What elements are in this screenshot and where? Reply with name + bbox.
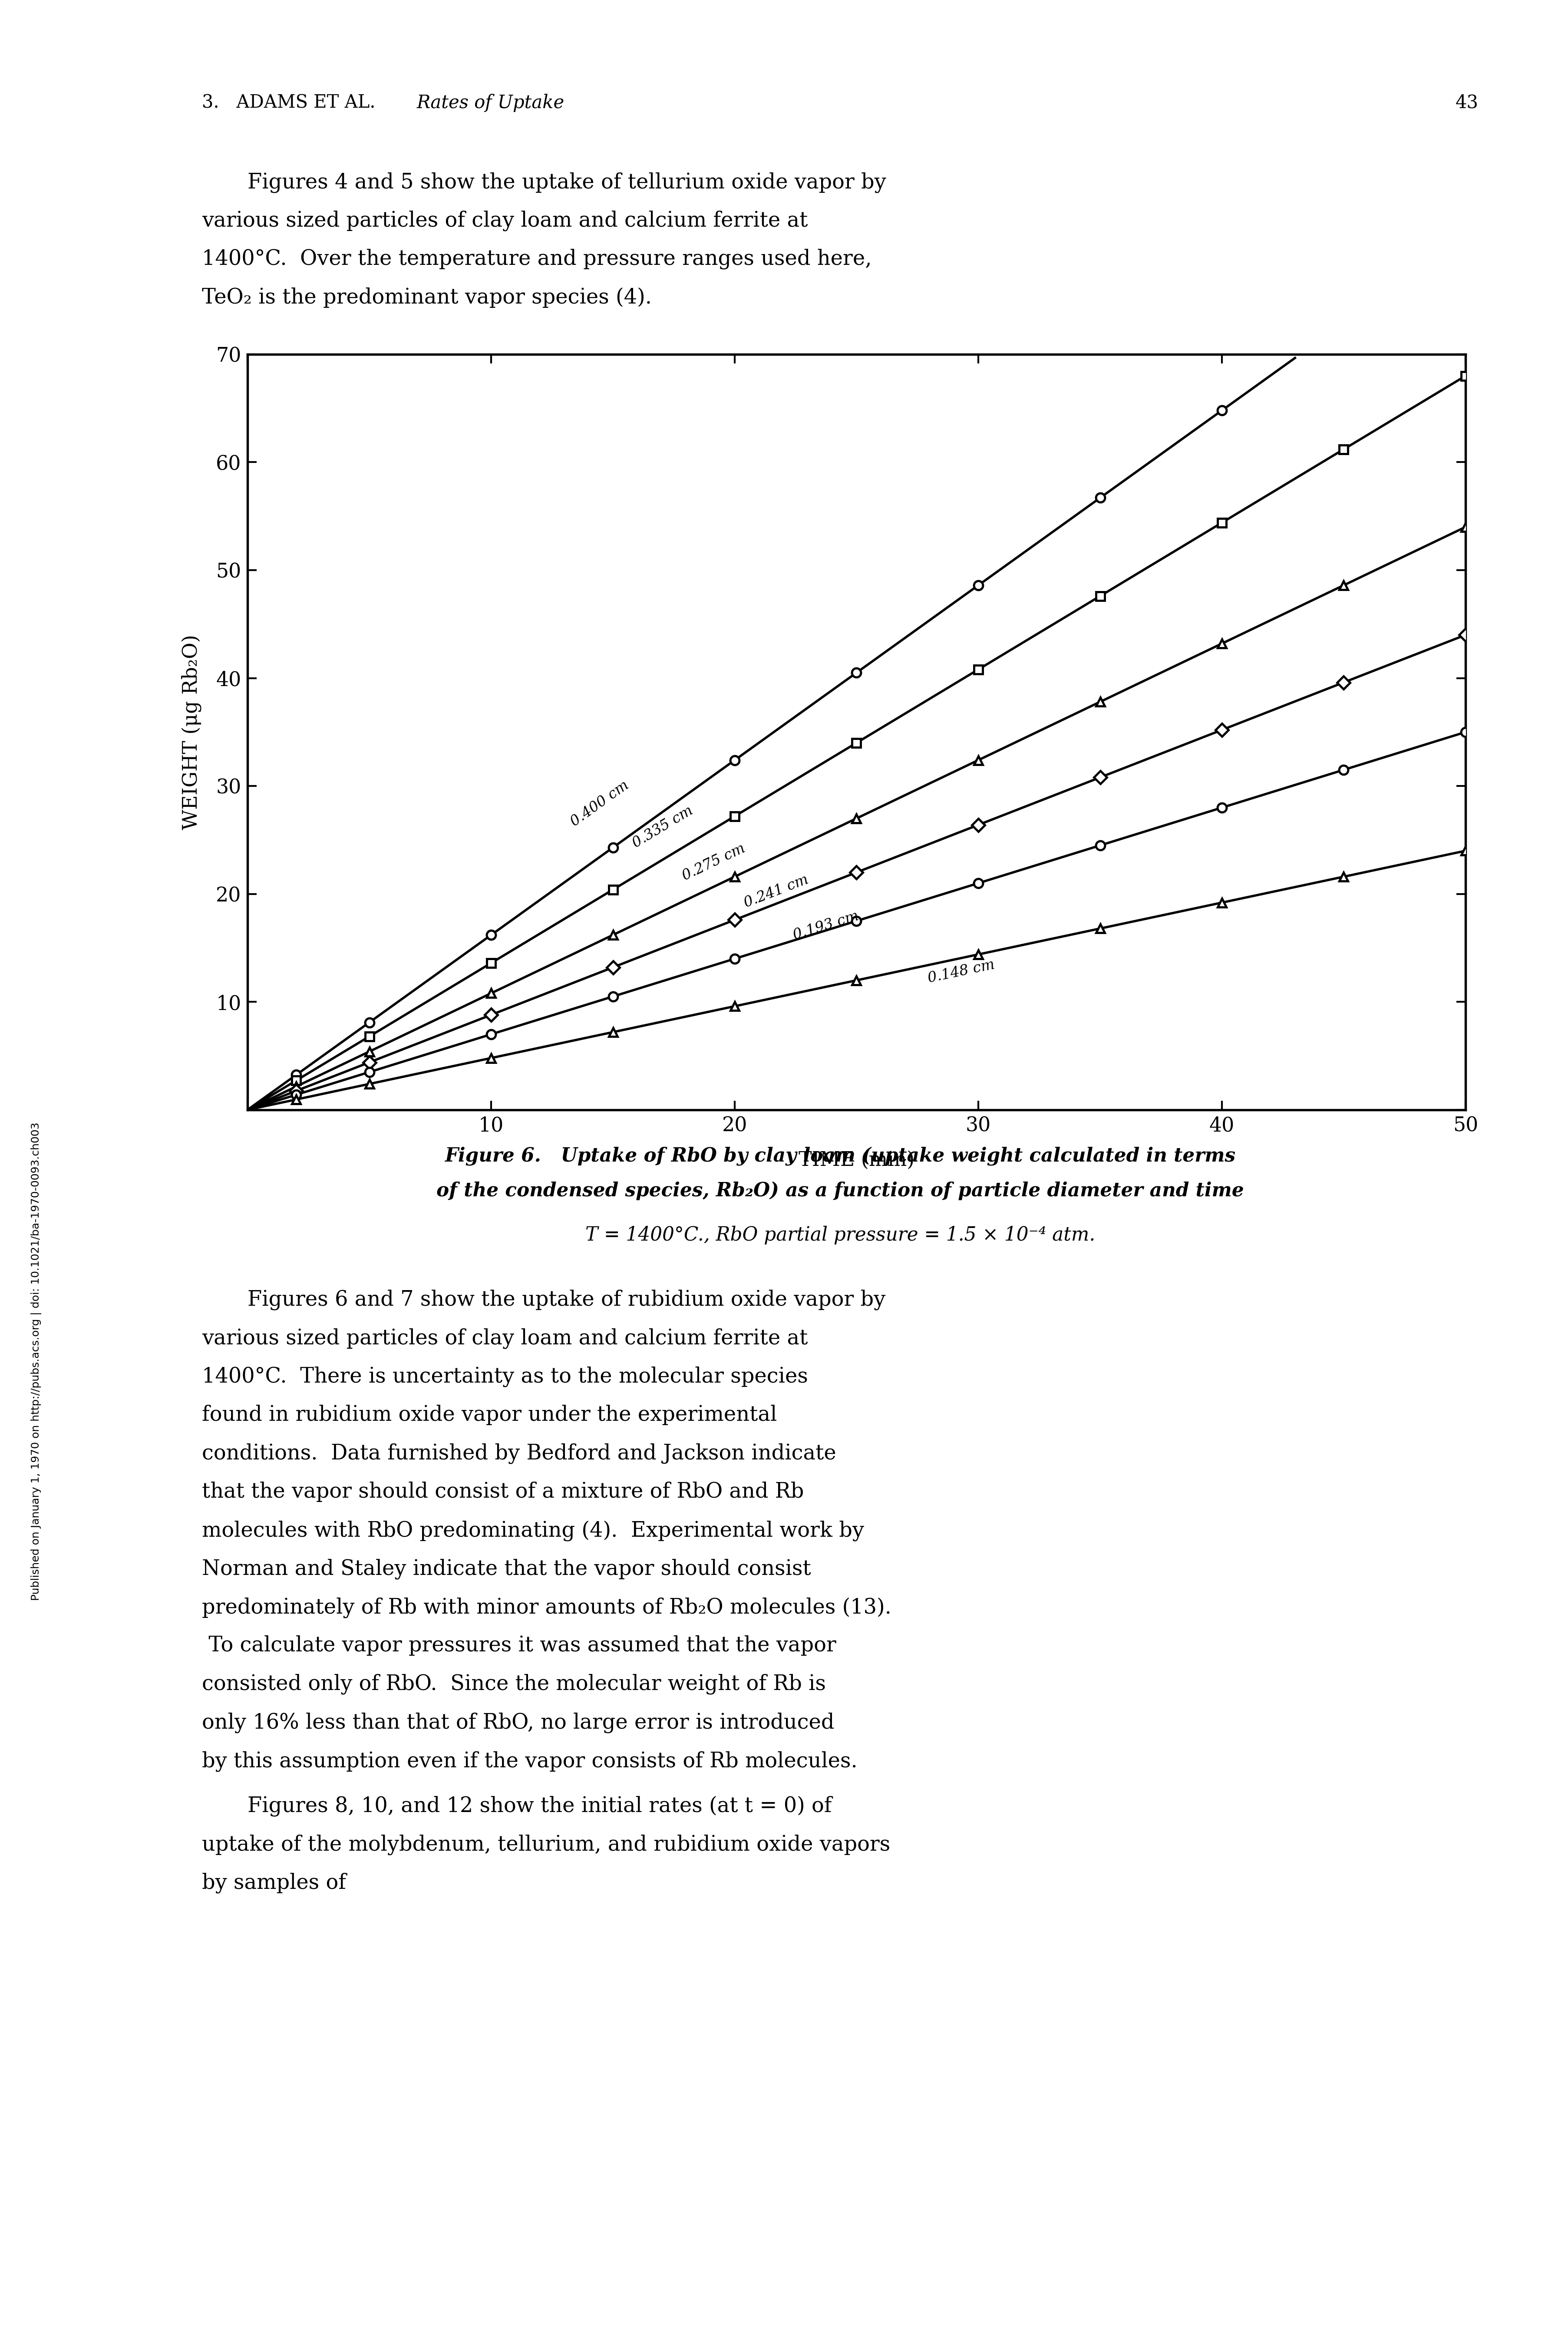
Text: that the vapor should consist of a mixture of RbO and Rb: that the vapor should consist of a mixtu… bbox=[202, 1481, 804, 1502]
Text: Figures 8, 10, and 12 show the initial rates (at t = 0) of: Figures 8, 10, and 12 show the initial r… bbox=[248, 1795, 831, 1817]
Text: 3.   ADAMS ET AL.: 3. ADAMS ET AL. bbox=[202, 94, 375, 113]
Text: TeO₂ is the predominant vapor species (4).: TeO₂ is the predominant vapor species (4… bbox=[202, 286, 652, 307]
Text: Published on January 1, 1970 on http://pubs.acs.org | doi: 10.1021/ba-1970-0093.: Published on January 1, 1970 on http://p… bbox=[31, 1122, 42, 1601]
Text: 0.193 cm: 0.193 cm bbox=[792, 908, 861, 943]
Text: found in rubidium oxide vapor under the experimental: found in rubidium oxide vapor under the … bbox=[202, 1406, 776, 1425]
Text: 43: 43 bbox=[1455, 94, 1479, 113]
Text: by this assumption even if the vapor consists of Rb molecules.: by this assumption even if the vapor con… bbox=[202, 1751, 858, 1772]
Text: various sized particles of clay loam and calcium ferrite at: various sized particles of clay loam and… bbox=[202, 211, 808, 230]
Text: consisted only of RbO.  Since the molecular weight of Rb is: consisted only of RbO. Since the molecul… bbox=[202, 1673, 826, 1695]
Text: Figure 6.   Uptake of RbO by clay loam (uptake weight calculated in terms: Figure 6. Uptake of RbO by clay loam (up… bbox=[445, 1145, 1236, 1166]
Text: predominately of Rb with minor amounts of Rb₂O molecules (13).: predominately of Rb with minor amounts o… bbox=[202, 1596, 891, 1617]
Text: uptake of the molybdenum, tellurium, and rubidium oxide vapors: uptake of the molybdenum, tellurium, and… bbox=[202, 1833, 891, 1854]
Text: conditions.  Data furnished by Bedford and Jackson indicate: conditions. Data furnished by Bedford an… bbox=[202, 1443, 836, 1465]
Text: Norman and Staley indicate that the vapor should consist: Norman and Staley indicate that the vapo… bbox=[202, 1558, 811, 1580]
Text: 0.241 cm: 0.241 cm bbox=[742, 873, 811, 911]
Text: To calculate vapor pressures it was assumed that the vapor: To calculate vapor pressures it was assu… bbox=[202, 1636, 836, 1657]
Text: 1400°C.  There is uncertainty as to the molecular species: 1400°C. There is uncertainty as to the m… bbox=[202, 1366, 808, 1387]
Text: various sized particles of clay loam and calcium ferrite at: various sized particles of clay loam and… bbox=[202, 1328, 808, 1350]
Text: by samples of: by samples of bbox=[202, 1873, 347, 1894]
Y-axis label: WEIGHT (μg Rb₂O): WEIGHT (μg Rb₂O) bbox=[182, 634, 201, 831]
Text: 1400°C.  Over the temperature and pressure ranges used here,: 1400°C. Over the temperature and pressur… bbox=[202, 249, 872, 270]
Text: only 16% less than that of RbO, no large error is introduced: only 16% less than that of RbO, no large… bbox=[202, 1713, 834, 1732]
Text: 0.148 cm: 0.148 cm bbox=[927, 958, 996, 986]
Text: Figures 6 and 7 show the uptake of rubidium oxide vapor by: Figures 6 and 7 show the uptake of rubid… bbox=[248, 1289, 886, 1310]
X-axis label: TIME (min): TIME (min) bbox=[798, 1150, 914, 1171]
Text: T = 1400°C., RbO partial pressure = 1.5 × 10⁻⁴ atm.: T = 1400°C., RbO partial pressure = 1.5 … bbox=[585, 1225, 1094, 1244]
Text: of the condensed species, Rb₂O) as a function of particle diameter and time: of the condensed species, Rb₂O) as a fun… bbox=[436, 1181, 1243, 1199]
Text: 0.335 cm: 0.335 cm bbox=[630, 803, 695, 852]
Text: molecules with RbO predominating (4).  Experimental work by: molecules with RbO predominating (4). Ex… bbox=[202, 1521, 864, 1542]
Text: Figures 4 and 5 show the uptake of tellurium oxide vapor by: Figures 4 and 5 show the uptake of tellu… bbox=[248, 171, 886, 192]
Text: 0.400 cm: 0.400 cm bbox=[568, 779, 632, 828]
Text: 0.275 cm: 0.275 cm bbox=[681, 840, 746, 882]
Text: Rates of Uptake: Rates of Uptake bbox=[417, 94, 564, 113]
